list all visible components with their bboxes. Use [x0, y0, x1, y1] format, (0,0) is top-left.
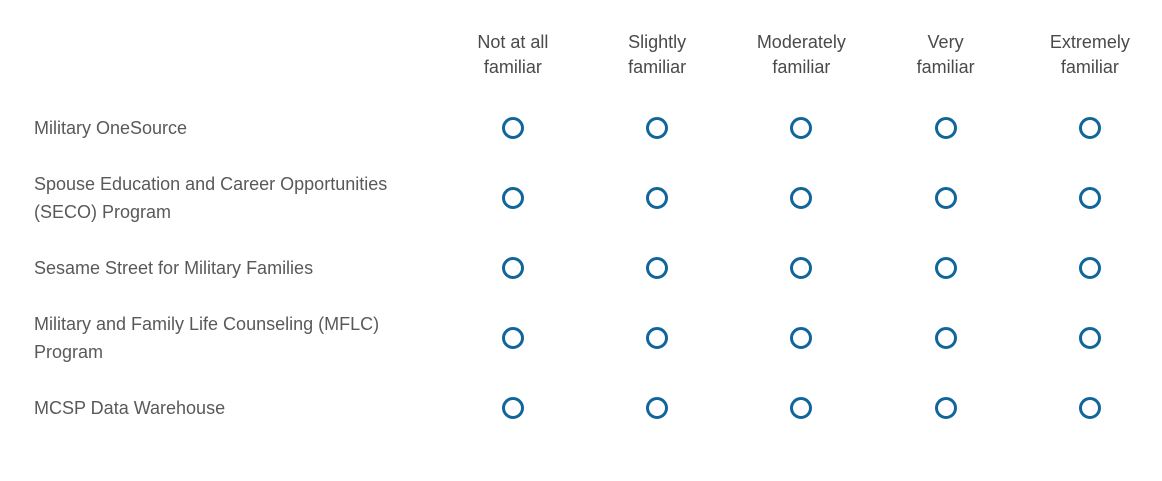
radio-button-icon[interactable] — [1078, 327, 1101, 349]
column-header-line1: Moderately — [756, 32, 846, 52]
radio-cell-moderately-familiar[interactable] — [729, 296, 873, 380]
radio-button-icon[interactable] — [934, 397, 957, 419]
radio-cell-moderately-familiar[interactable] — [729, 240, 873, 296]
radio-button-icon[interactable] — [790, 117, 813, 139]
column-header-slightly-familiar: Slightly familiar — [585, 0, 729, 100]
radio-button-icon[interactable] — [501, 187, 524, 209]
radio-cell-extremely-familiar[interactable] — [1018, 156, 1162, 240]
radio-cell-extremely-familiar[interactable] — [1018, 380, 1162, 436]
radio-button-icon[interactable] — [501, 257, 524, 279]
radio-button-icon[interactable] — [790, 187, 813, 209]
radio-button-icon[interactable] — [501, 397, 524, 419]
column-header-very-familiar: Very familiar — [873, 0, 1017, 100]
radio-button-icon[interactable] — [1078, 257, 1101, 279]
radio-cell-not-at-all-familiar[interactable] — [441, 240, 585, 296]
row-label: Military and Family Life Counseling (MFL… — [34, 314, 380, 362]
row-label: Spouse Education and Career Opportunitie… — [34, 174, 388, 222]
matrix-row-mflc-program: Military and Family Life Counseling (MFL… — [0, 296, 1162, 380]
radio-cell-slightly-familiar[interactable] — [585, 100, 729, 156]
radio-button-icon[interactable] — [1078, 187, 1101, 209]
column-header-line2: familiar — [1060, 57, 1119, 77]
radio-cell-slightly-familiar[interactable] — [585, 156, 729, 240]
radio-button-icon[interactable] — [501, 327, 524, 349]
radio-cell-very-familiar[interactable] — [873, 240, 1017, 296]
radio-cell-slightly-familiar[interactable] — [585, 296, 729, 380]
radio-cell-moderately-familiar[interactable] — [729, 380, 873, 436]
column-header-line2: familiar — [916, 57, 975, 77]
matrix-row-seco-program: Spouse Education and Career Opportunitie… — [0, 156, 1162, 240]
radio-cell-extremely-familiar[interactable] — [1018, 296, 1162, 380]
radio-button-icon[interactable] — [1078, 397, 1101, 419]
column-header-line2: familiar — [772, 57, 831, 77]
radio-cell-extremely-familiar[interactable] — [1018, 100, 1162, 156]
radio-button-icon[interactable] — [934, 117, 957, 139]
column-header-line1: Not at all — [477, 32, 549, 52]
matrix-row-sesame-street: Sesame Street for Military Families — [0, 240, 1162, 296]
radio-cell-moderately-familiar[interactable] — [729, 100, 873, 156]
row-label: Military OneSource — [34, 118, 188, 138]
radio-cell-slightly-familiar[interactable] — [585, 240, 729, 296]
radio-button-icon[interactable] — [934, 257, 957, 279]
radio-button-icon[interactable] — [646, 257, 669, 279]
radio-button-icon[interactable] — [934, 327, 957, 349]
column-header-line2: familiar — [628, 57, 687, 77]
radio-cell-not-at-all-familiar[interactable] — [441, 156, 585, 240]
header-corner-spacer — [0, 0, 441, 100]
radio-cell-very-familiar[interactable] — [873, 100, 1017, 156]
row-label: Sesame Street for Military Families — [34, 258, 314, 278]
radio-cell-very-familiar[interactable] — [873, 296, 1017, 380]
column-header-line1: Extremely — [1049, 32, 1130, 52]
radio-button-icon[interactable] — [1078, 117, 1101, 139]
matrix-table: Not at all familiar Slightly familiar Mo… — [0, 0, 1162, 436]
radio-button-icon[interactable] — [501, 117, 524, 139]
radio-button-icon[interactable] — [646, 397, 669, 419]
radio-cell-not-at-all-familiar[interactable] — [441, 296, 585, 380]
matrix-body: Military OneSource Spouse Educat — [0, 100, 1162, 436]
radio-cell-moderately-familiar[interactable] — [729, 156, 873, 240]
radio-cell-extremely-familiar[interactable] — [1018, 240, 1162, 296]
radio-button-icon[interactable] — [790, 397, 813, 419]
row-label: MCSP Data Warehouse — [34, 398, 226, 418]
radio-cell-not-at-all-familiar[interactable] — [441, 100, 585, 156]
radio-cell-slightly-familiar[interactable] — [585, 380, 729, 436]
column-header-line2: familiar — [483, 57, 542, 77]
matrix-row-mcsp-data-warehouse: MCSP Data Warehouse — [0, 380, 1162, 436]
column-header-line1: Slightly — [628, 32, 687, 52]
radio-button-icon[interactable] — [646, 327, 669, 349]
column-header-extremely-familiar: Extremely familiar — [1018, 0, 1162, 100]
matrix-row-military-onesource: Military OneSource — [0, 100, 1162, 156]
radio-button-icon[interactable] — [646, 187, 669, 209]
radio-button-icon[interactable] — [790, 327, 813, 349]
radio-cell-not-at-all-familiar[interactable] — [441, 380, 585, 436]
radio-button-icon[interactable] — [646, 117, 669, 139]
radio-button-icon[interactable] — [934, 187, 957, 209]
column-header-not-at-all-familiar: Not at all familiar — [441, 0, 585, 100]
column-header-moderately-familiar: Moderately familiar — [729, 0, 873, 100]
radio-cell-very-familiar[interactable] — [873, 156, 1017, 240]
header-row: Not at all familiar Slightly familiar Mo… — [0, 0, 1162, 100]
radio-cell-very-familiar[interactable] — [873, 380, 1017, 436]
column-header-line1: Very — [927, 32, 964, 52]
radio-button-icon[interactable] — [790, 257, 813, 279]
matrix-header: Not at all familiar Slightly familiar Mo… — [0, 0, 1162, 100]
